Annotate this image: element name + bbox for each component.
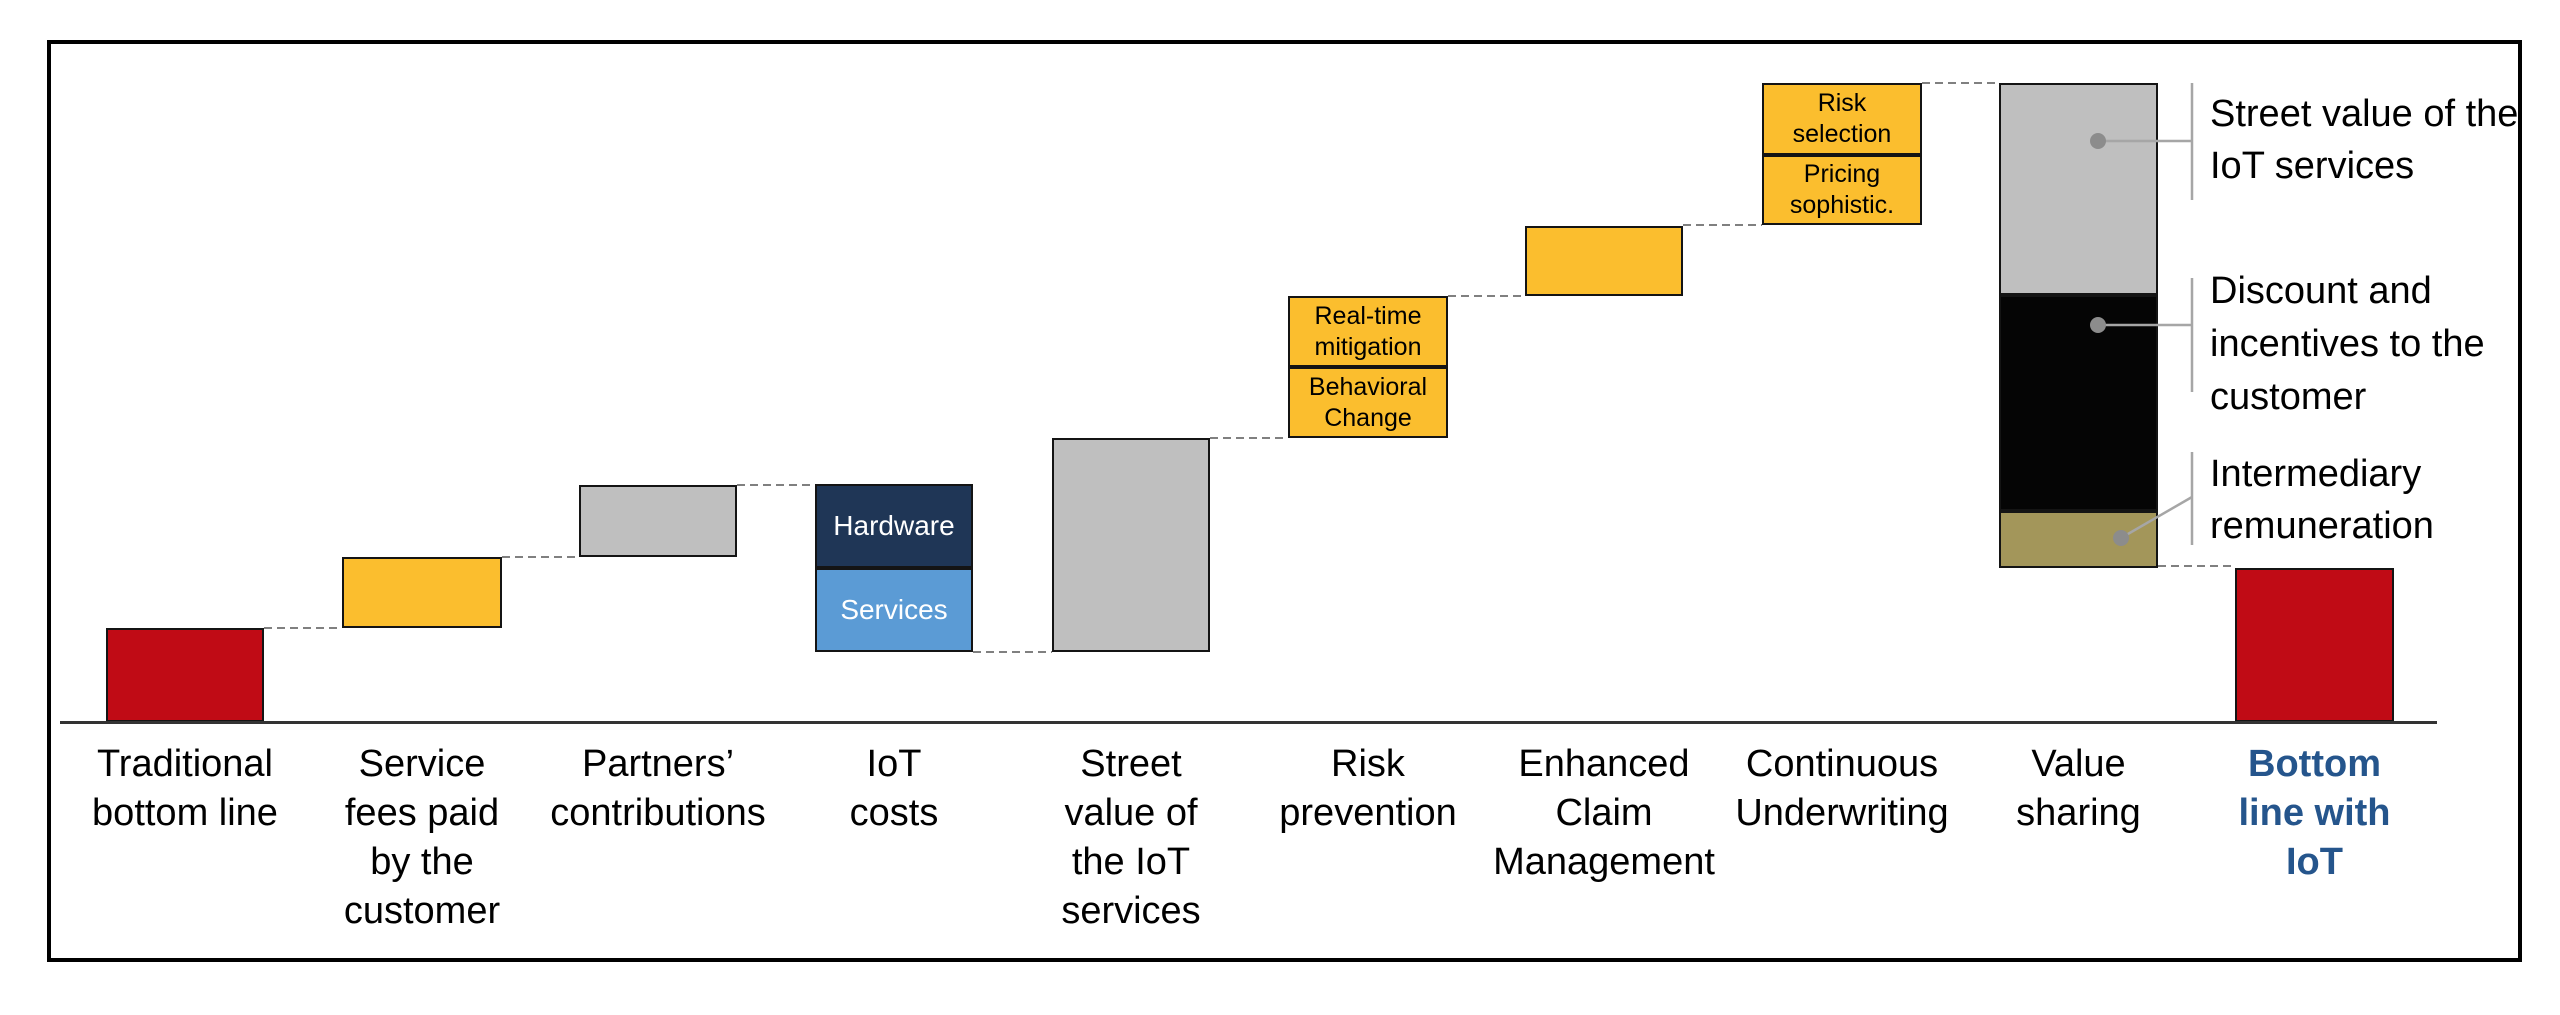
category-label-enhanced-claim: Enhanced Claim Management (1464, 740, 1744, 887)
bar-continuous-underwriting-pricing-sophistic: Pricing sophistic. (1762, 155, 1922, 225)
bar-value-sharing-discount-incentives (1999, 295, 2158, 511)
bar-value-sharing-intermediary-remuneration (1999, 511, 2158, 568)
bar-service-fees (342, 557, 502, 628)
category-label-line: contributions (550, 792, 766, 834)
bar-segment-label: Behavioral (1308, 372, 1428, 401)
category-label-line: Enhanced (1518, 743, 1690, 785)
annotation-line: Street value of the (2210, 93, 2519, 135)
bar-street-value (1052, 438, 1210, 652)
bar-segment-label: mitigation (1314, 332, 1422, 361)
category-label-line: fees paid (344, 792, 500, 834)
bar-segment-label: Pricing (1803, 160, 1881, 188)
bar-segment-label: selection (1792, 120, 1892, 148)
category-label-line: line with (2238, 792, 2391, 834)
bar-risk-prevention-behavioral-change: Behavioral Change (1288, 367, 1448, 438)
bar-segment-label: Risk (1817, 89, 1867, 117)
category-label-line: costs (849, 792, 939, 834)
category-label-line: Bottom (2248, 743, 2381, 785)
bar-risk-prevention-real-time-mitigation: Real-time mitigation (1288, 296, 1448, 367)
bar-segment-label: Change (1324, 403, 1412, 432)
bar-segment-label: Services (840, 594, 948, 625)
bar-segment-label: sophistic. (1789, 191, 1895, 219)
bar-bottom-line-with-iot (2235, 568, 2394, 722)
category-label-iot-costs: IoT costs (754, 740, 1034, 838)
category-label-continuous-underwriting: Continuous Underwriting (1702, 740, 1982, 838)
category-label-value-sharing: Value sharing (1939, 740, 2219, 838)
category-label-line: Continuous (1745, 743, 1939, 785)
category-label-line: Traditional (96, 743, 273, 785)
category-label-line: services (1061, 890, 1201, 932)
category-label-line: Street (1080, 743, 1182, 785)
annotation-line: remuneration (2210, 505, 2434, 547)
category-label-line: Service (358, 743, 486, 785)
category-label-line: Management (1493, 841, 1715, 883)
annotation-line: Intermediary (2210, 453, 2422, 495)
category-label-service-fees: Service fees paid by the customer (282, 740, 562, 936)
category-label-line: IoT (866, 743, 922, 785)
category-label-partners-contributions: Partners’ contributions (518, 740, 798, 838)
bar-iot-costs-services: Services (815, 568, 973, 652)
bar-traditional-bottom-line (106, 628, 264, 722)
category-label-risk-prevention: Risk prevention (1228, 740, 1508, 838)
category-label-street-value: Street value of the IoT services (991, 740, 1271, 936)
annotation-line: IoT services (2210, 145, 2415, 187)
category-label-traditional-bottom-line: Traditional bottom line (45, 740, 325, 838)
category-label-line: sharing (2016, 792, 2141, 834)
category-label-line: customer (343, 890, 501, 932)
category-label-line: Partners’ (581, 743, 735, 785)
bar-enhanced-claim (1525, 226, 1683, 296)
bar-value-sharing-street-value-share (1999, 83, 2158, 295)
category-label-line: Underwriting (1735, 792, 1949, 834)
category-label-line: the IoT (1071, 841, 1191, 883)
bar-partners-contributions (579, 485, 737, 557)
category-label-bottom-line-with-iot: Bottom line with IoT (2175, 740, 2455, 887)
category-label-line: bottom line (92, 792, 278, 834)
annotation-discount-note: Discount and incentives to the customer (2210, 265, 2485, 424)
category-label-line: by the (370, 841, 474, 883)
bar-continuous-underwriting-risk-selection: Risk selection (1762, 83, 1922, 155)
bar-segment-label: Real-time (1314, 301, 1422, 330)
bar-iot-costs-hardware: Hardware (815, 484, 973, 568)
annotation-street-value-note: Street value of the IoT services (2210, 88, 2518, 192)
category-label-line: Claim (1555, 792, 1653, 834)
category-label-line: value of (1064, 792, 1198, 834)
category-label-line: Risk (1331, 743, 1405, 785)
category-label-line: IoT (2286, 841, 2343, 883)
category-label-line: prevention (1279, 792, 1457, 834)
annotation-line: Discount and (2210, 270, 2432, 312)
annotation-line: customer (2210, 376, 2367, 418)
category-label-line: Value (2031, 743, 2126, 785)
bar-segment-label: Hardware (833, 510, 955, 541)
annotation-line: incentives to the (2210, 323, 2485, 365)
annotation-intermediary-note: Intermediary remuneration (2210, 448, 2434, 552)
